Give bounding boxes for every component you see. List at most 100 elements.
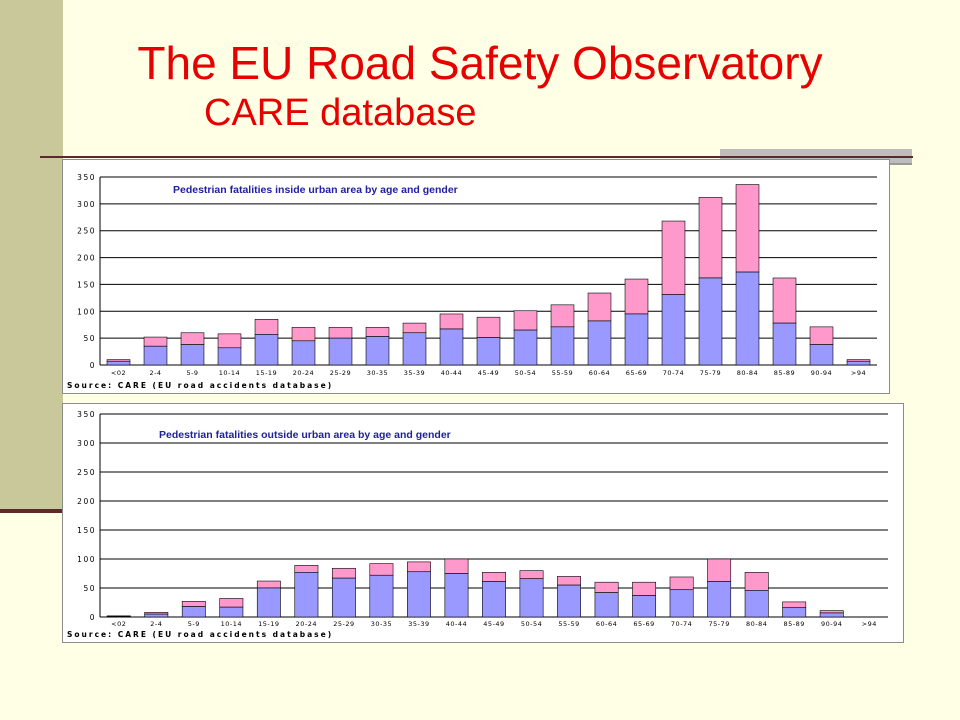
chart1-bar-lower — [661, 294, 686, 366]
chart1-category-label: 50-54 — [515, 369, 536, 377]
chart1-category-label: 85-89 — [774, 369, 795, 377]
chart2-bar-lower — [669, 589, 694, 618]
chart1-category-label: 90-94 — [811, 369, 832, 377]
chart1-category-label: 25-29 — [330, 369, 351, 377]
chart2-category-label: 10-14 — [221, 620, 242, 628]
chart2-bar-upper — [557, 576, 581, 586]
chart1-category-label: 80-84 — [737, 369, 758, 377]
chart2-bar-upper — [369, 563, 394, 576]
chart-inside-urban-svg: 0 50 100 150 200 250 300 350 <02 2-4 5-9 10-14 15-19… — [67, 173, 877, 390]
chart1-bar-lower — [698, 277, 723, 366]
chart2-bar-lower — [444, 573, 469, 618]
chart1-category-label: 40-44 — [441, 369, 462, 377]
chart1-y-tick-label: 350 — [77, 173, 96, 182]
chart1-category-label: 5-9 — [186, 369, 198, 377]
chart2-y-tick-label: 0 — [90, 613, 96, 622]
chart1-bar-lower — [291, 340, 316, 366]
chart2-bar-lower — [294, 572, 319, 618]
chart1-bar-lower — [106, 360, 131, 366]
chart2-category-label: 55-59 — [558, 620, 579, 628]
chart2-bar-upper — [819, 610, 844, 614]
chart2-bar-lower — [744, 590, 769, 618]
chart1-bar-upper — [180, 332, 205, 345]
chart2-category-label: 5-9 — [188, 620, 200, 628]
chart2-bar-lower — [144, 613, 169, 618]
chart2-category-label: 85-89 — [783, 620, 804, 628]
chart1-y-tick-label: 100 — [77, 307, 96, 316]
chart1-bar-lower — [365, 336, 390, 366]
chart-outside-urban-svg: 0 50 100 150 200 250 300 350 <02 2-4 5-9 10-14 15-19… — [67, 410, 888, 639]
chart1-category-label: 10-14 — [219, 369, 240, 377]
chart1-y-tick-label: 50 — [83, 334, 96, 343]
chart1-bar-upper — [661, 220, 686, 295]
chart1-bar-lower — [143, 345, 168, 366]
chart1-bar-lower — [513, 329, 538, 366]
chart1-title: Pedestrian fatalities inside urban area … — [173, 184, 458, 196]
chart1-bar-lower — [439, 328, 464, 366]
chart1-bar-lower — [476, 337, 501, 366]
chart2-bar-lower — [106, 616, 131, 618]
chart2-bar-upper — [519, 570, 544, 580]
chart1-bar-lower — [328, 337, 353, 366]
chart1-y-tick-label: 300 — [77, 200, 96, 209]
chart2-category-label: 75-79 — [708, 620, 729, 628]
chart2-y-tick-label: 200 — [77, 497, 96, 506]
chart2-bar-lower — [369, 574, 394, 618]
chart1-category-label: >94 — [851, 369, 866, 377]
chart1-bar-upper — [735, 184, 760, 273]
chart2-bar-lower — [819, 612, 844, 618]
chart1-bar-lower — [735, 271, 760, 366]
chart1-y-tick-label: 0 — [90, 361, 96, 370]
chart1-bar-upper — [624, 278, 649, 315]
chart2-bar-upper — [444, 558, 469, 574]
slide-sidebar — [0, 0, 63, 512]
chart2-bar-lower — [519, 578, 544, 618]
chart1-bar-upper — [402, 322, 427, 334]
chart2-bar-upper — [594, 581, 619, 593]
chart2-category-label: 20-24 — [296, 620, 317, 628]
chart1-category-label: 2-4 — [149, 369, 161, 377]
chart2-y-tick-label: 250 — [77, 468, 96, 477]
chart2-bar-upper — [632, 581, 657, 596]
chart2-category-label: 90-94 — [821, 620, 842, 628]
chart1-bar-lower — [254, 334, 279, 366]
chart1-category-label: 30-35 — [367, 369, 388, 377]
slide-title: The EU Road Safety Observatory — [137, 37, 823, 89]
chart2-bar-upper — [331, 567, 356, 579]
title-rule — [40, 156, 913, 158]
chart1-bar-upper — [328, 327, 353, 339]
chart2-category-label: 70-74 — [671, 620, 692, 628]
chart2-bar-upper — [219, 598, 244, 608]
chart1-bar-upper — [217, 333, 242, 349]
chart1-y-tick-label: 150 — [77, 280, 96, 289]
chart-inside-urban: 0 50 100 150 200 250 300 350 <02 2-4 5-9 10-14 15-19… — [62, 159, 890, 394]
chart2-bar-upper — [707, 558, 732, 582]
chart2-source-note: Source: CARE (EU road accidents database… — [67, 630, 333, 639]
chart2-y-tick-label: 300 — [77, 439, 96, 448]
chart2-bar-upper — [782, 601, 807, 609]
chart2-bar-lower — [594, 592, 619, 618]
chart2-bar-upper — [669, 576, 694, 591]
chart1-bar-upper — [365, 327, 390, 337]
chart1-bar-lower — [846, 360, 871, 366]
chart2-title: Pedestrian fatalities outside urban area… — [159, 429, 451, 441]
chart1-bar-lower — [180, 344, 205, 366]
chart1-bar-lower — [402, 332, 427, 366]
chart1-category-label: 60-64 — [589, 369, 610, 377]
chart1-bar-lower — [587, 320, 612, 366]
chart2-category-label: 2-4 — [150, 620, 162, 628]
chart2-category-label: 25-29 — [333, 620, 354, 628]
chart2-bar-lower — [219, 606, 244, 618]
chart1-y-tick-label: 200 — [77, 254, 96, 263]
slide-subtitle: CARE database — [204, 92, 477, 134]
chart2-bar-upper — [744, 572, 769, 591]
chart1-category-label: 15-19 — [256, 369, 277, 377]
chart2-bar-lower — [256, 587, 281, 618]
chart2-bar-lower — [557, 584, 581, 618]
chart1-category-label: 70-74 — [663, 369, 684, 377]
chart1-category-label: 75-79 — [700, 369, 721, 377]
chart1-bar-lower — [217, 347, 242, 366]
chart2-category-label: 50-54 — [521, 620, 542, 628]
chart2-y-tick-label: 350 — [77, 410, 96, 419]
chart1-bar-upper — [550, 304, 575, 328]
